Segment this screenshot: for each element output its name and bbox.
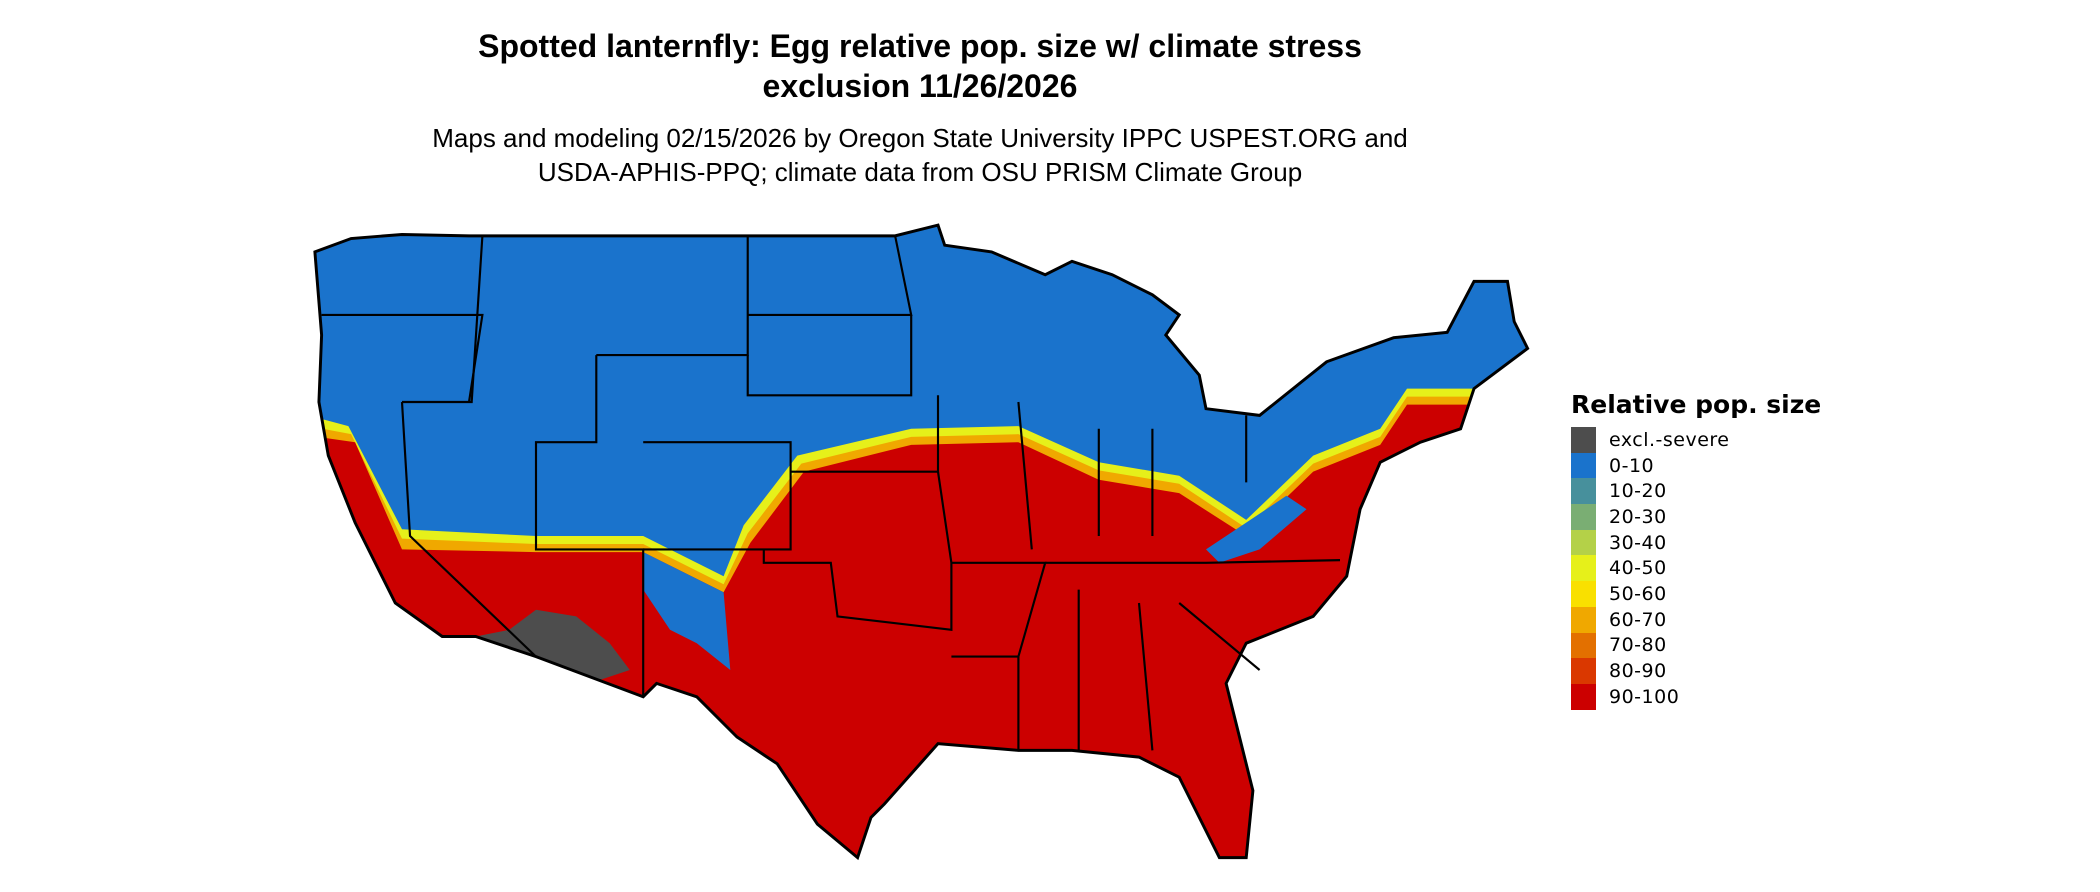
legend-label: 70-80 [1609,634,1667,657]
legend-swatch [1571,529,1596,556]
legend-item: 40-50 [1571,555,1821,582]
legend-item: 0-10 [1571,452,1821,479]
legend-item: 90-100 [1571,683,1821,710]
legend-swatch [1571,427,1596,453]
legend-swatch [1571,504,1596,530]
legend-label: 20-30 [1609,505,1667,528]
subtitle-line1: Maps and modeling 02/15/2026 by Oregon S… [432,123,1408,153]
legend-item: 70-80 [1571,632,1821,659]
legend-label: 80-90 [1609,660,1667,683]
legend-label: 10-20 [1609,480,1667,503]
blue-patch-appalachia [1206,495,1307,563]
legend-title: Relative pop. size [1571,390,1822,419]
legend-swatch [1571,632,1596,659]
legend-label: 50-60 [1609,582,1667,605]
legend-item: 80-90 [1571,658,1821,684]
legend-label: 90-100 [1609,685,1680,708]
legend-swatch [1571,478,1596,505]
legend-item: excl.-severe [1571,427,1821,453]
subtitle-line2: USDA-APHIS-PPQ; climate data from OSU PR… [537,157,1303,187]
legend-items: excl.-severe 0-10 10-20 20-30 30-40 40-50 50-6… [1571,427,1821,710]
legend-item: 30-40 [1571,529,1821,556]
legend-swatch [1571,658,1596,684]
legend-item: 50-60 [1571,581,1821,607]
legend-item: 60-70 [1571,606,1821,633]
legend-label: 60-70 [1609,608,1667,631]
map-title-line1: Spotted lanternfly: Egg relative pop. si… [478,28,1362,64]
legend-swatch [1571,555,1596,582]
legend-label: excl.-severe [1609,428,1730,451]
legend-label: 0-10 [1609,454,1655,477]
blue-patch-southwest [643,552,731,670]
state-boundaries [321,235,1341,751]
legend-swatch [1571,606,1596,633]
legend-item: 20-30 [1571,504,1821,530]
legend-item: 10-20 [1571,478,1821,505]
legend-swatch [1571,581,1596,607]
legend-label: 30-40 [1609,531,1667,554]
map-title-line2: exclusion 11/26/2026 [762,68,1078,104]
legend-swatch [1571,452,1596,479]
legend-swatch [1571,683,1596,710]
legend-label: 40-50 [1609,557,1667,580]
legend: Relative pop. size excl.-severe 0-10 10-20… [1571,390,1821,710]
excluded-area-arizona [475,609,630,684]
